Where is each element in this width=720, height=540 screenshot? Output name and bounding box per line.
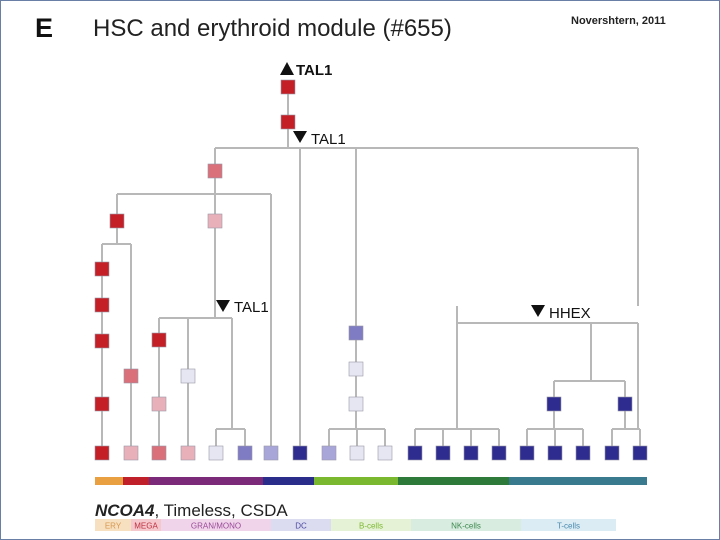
- down-triangle-icon: [531, 305, 545, 317]
- tree-node: [491, 445, 507, 461]
- lineage-legend-label: T-cells: [557, 522, 580, 531]
- lineage-bar-segment: [314, 477, 398, 485]
- tree-node: [519, 445, 535, 461]
- lineage-bar-segment: [263, 477, 314, 485]
- tree-node: [208, 445, 224, 461]
- lineage-legend-label: NK-cells: [451, 522, 481, 531]
- panel-letter: E: [35, 13, 54, 43]
- tree-node: [321, 445, 337, 461]
- tree-node: [207, 163, 223, 179]
- lineage-legend-label: ERY: [105, 522, 122, 531]
- tree-node: [180, 368, 196, 384]
- lineage-bar-segment: [509, 477, 647, 485]
- gene-name: NCOA4: [95, 501, 155, 520]
- tree-node: [377, 445, 393, 461]
- lineage-legend-segment: [95, 519, 131, 531]
- lineage-legend-segment: [331, 519, 411, 531]
- tree-node: [348, 361, 364, 377]
- tree-node: [280, 79, 296, 95]
- tree-node: [547, 445, 563, 461]
- tree-node: [348, 325, 364, 341]
- lineage-color-bar: [95, 477, 647, 485]
- regulator-label-split-top: TAL1: [311, 131, 346, 148]
- lineage-legend: ERY MEGA GRAN/MONO DC B-cells NK-cells T-cells: [95, 519, 616, 531]
- tree-node: [94, 297, 110, 313]
- lineage-bar-segment: [123, 477, 149, 485]
- lineage-legend-segment: [521, 519, 616, 531]
- tree-node: [463, 445, 479, 461]
- up-triangle-icon: [280, 62, 294, 75]
- down-triangle-icon: [216, 300, 230, 312]
- tree-node: [151, 396, 167, 412]
- tree-node: [435, 445, 451, 461]
- tree-node: [546, 396, 562, 412]
- tree-node: [94, 333, 110, 349]
- tree-node: [575, 445, 591, 461]
- tree-node: [632, 445, 648, 461]
- lineage-legend-label: B-cells: [359, 522, 383, 531]
- tree-node: [263, 445, 279, 461]
- tree-node: [237, 445, 253, 461]
- tree-node: [207, 213, 223, 229]
- tree-node: [292, 445, 308, 461]
- lineage-legend-segment: [131, 519, 161, 531]
- tree-node: [280, 114, 296, 130]
- regulator-split-top: TAL1: [293, 131, 346, 148]
- lineage-legend-label: GRAN/MONO: [191, 522, 241, 531]
- gene-list-rest: , Timeless, CSDA: [154, 501, 288, 520]
- lineage-bar-segment: [398, 477, 509, 485]
- citation: Novershtern, 2011: [571, 15, 666, 27]
- lineage-bar-segment: [149, 477, 263, 485]
- down-triangle-icon: [293, 131, 307, 143]
- tree-node: [94, 396, 110, 412]
- tree-node: [407, 445, 423, 461]
- tree-node: [151, 445, 167, 461]
- tree-node: [109, 213, 125, 229]
- tree-node: [123, 445, 139, 461]
- lineage-legend-segment: [411, 519, 521, 531]
- panel-title: HSC and erythroid module (#655): [93, 15, 452, 42]
- regulator-label-split-gran: TAL1: [234, 299, 269, 316]
- regulator-root: TAL1: [280, 62, 332, 79]
- lineage-legend-segment: [271, 519, 331, 531]
- lineage-legend-label: DC: [295, 522, 307, 531]
- tree-node: [151, 332, 167, 348]
- regulator-split-lymph: HHEX: [531, 305, 591, 322]
- tree-node: [94, 445, 110, 461]
- regulator-label-root: TAL1: [296, 62, 332, 79]
- tree-nodes: [94, 79, 648, 461]
- lineage-legend-segment: [161, 519, 271, 531]
- tree-node: [180, 445, 196, 461]
- tree-node: [348, 396, 364, 412]
- lineage-bar-segment: [95, 477, 123, 485]
- tree-node: [123, 368, 139, 384]
- regulator-split-gran: TAL1: [216, 299, 269, 316]
- tree-node: [604, 445, 620, 461]
- regulator-label-split-lymph: HHEX: [549, 305, 591, 322]
- lineage-legend-label: MEGA: [134, 522, 158, 531]
- tree-node: [94, 261, 110, 277]
- tree-node: [617, 396, 633, 412]
- tree-node: [349, 445, 365, 461]
- gene-caption: NCOA4, Timeless, CSDA: [95, 501, 288, 521]
